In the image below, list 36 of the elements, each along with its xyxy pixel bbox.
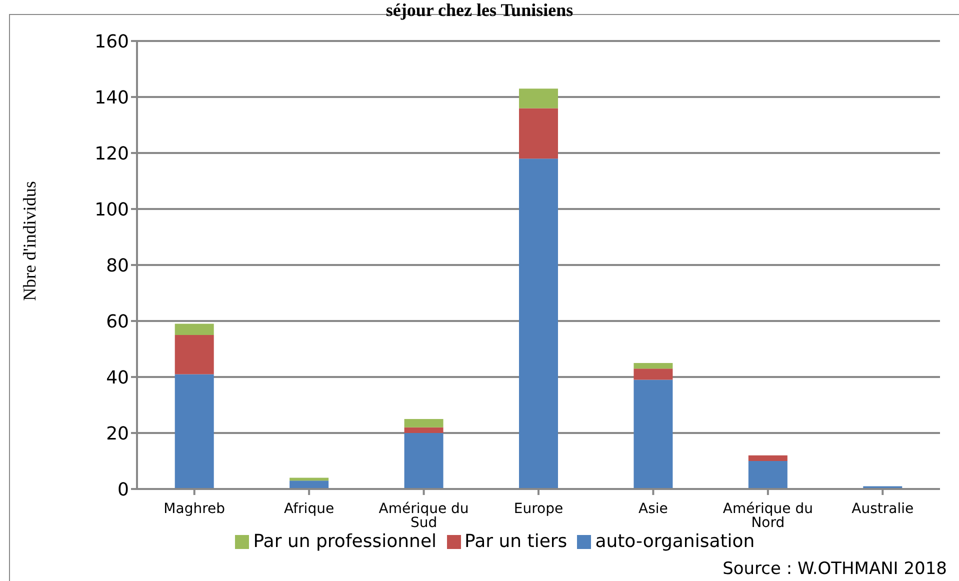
- legend-label: auto-organisation: [595, 531, 755, 552]
- bar: [404, 433, 444, 489]
- y-tick-label: 80: [106, 255, 129, 276]
- y-tick-label: 160: [94, 31, 129, 52]
- bar: [634, 363, 673, 369]
- y-tick-label: 40: [106, 367, 129, 388]
- bar: [174, 335, 214, 374]
- bar: [404, 427, 444, 433]
- bar: [748, 461, 788, 489]
- bar: [174, 374, 214, 489]
- x-tick-label: Amérique du Nord: [722, 500, 813, 531]
- x-tick-label: Maghreb: [164, 500, 226, 517]
- bar: [748, 455, 788, 461]
- y-tick-label: 140: [94, 87, 129, 108]
- x-tick-label: Amérique du Sud: [378, 500, 469, 531]
- x-tick-label: Europe: [514, 500, 564, 517]
- x-tick-label: Australie: [852, 500, 914, 517]
- x-tick-label: Afrique: [284, 500, 334, 517]
- x-tick-label: Asie: [638, 500, 668, 517]
- y-tick-label: 60: [106, 311, 129, 332]
- bar: [634, 368, 673, 380]
- y-tick-label: 100: [94, 199, 129, 220]
- bar: [519, 108, 558, 159]
- source-note: Source : W.OTHMANI 2018: [722, 559, 947, 579]
- bar: [634, 380, 673, 489]
- y-tick-label: 120: [94, 143, 129, 164]
- legend-label: Par un tiers: [464, 531, 568, 552]
- y-tick-label: 20: [106, 423, 129, 444]
- y-tick-label: 0: [118, 479, 129, 500]
- legend-label: Par un professionnel: [253, 531, 437, 552]
- bar: [174, 324, 214, 335]
- bar: [519, 158, 558, 489]
- bar: [519, 88, 558, 108]
- chart-title: séjour chez les Tunisiens: [384, 0, 574, 21]
- bar: [404, 419, 444, 428]
- y-axis-title: Nbre d'individus: [20, 181, 40, 301]
